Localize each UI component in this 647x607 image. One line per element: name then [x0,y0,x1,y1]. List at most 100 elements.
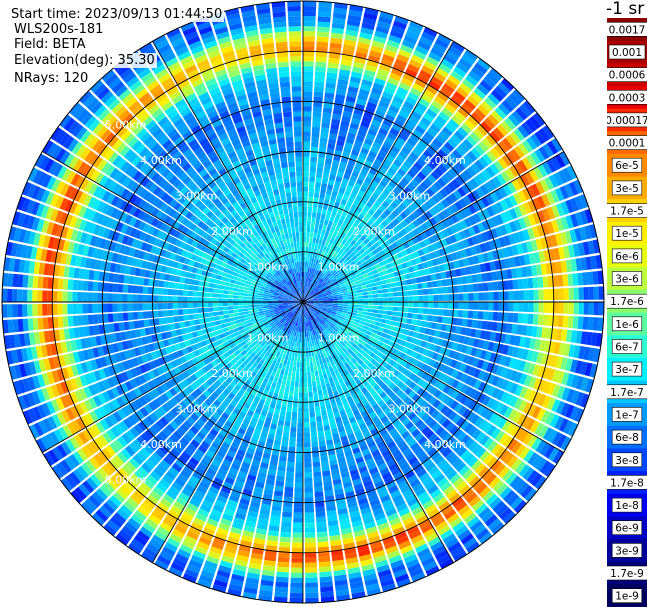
ppi-gate [573,287,579,300]
ppi-gate [312,237,317,243]
ppi-gate [400,128,411,138]
ppi-gate [518,360,526,372]
ppi-gate [275,581,289,588]
ppi-gate [332,292,338,296]
ppi-gate [305,582,318,588]
ppi-gate [372,305,379,310]
ppi-gate [348,219,355,226]
ppi-gate [327,242,333,249]
ppi-gate [356,286,362,291]
ppi-gate [398,328,405,334]
ppi-gate [415,277,422,284]
ppi-gate [362,74,375,82]
ppi-gate [366,59,379,68]
ppi-gate [306,336,310,342]
ppi-gate [305,552,317,558]
ppi-gate [328,248,333,254]
ppi-gate [494,144,505,156]
ppi-gate [282,431,290,437]
ppi-gate [382,141,393,150]
ppi-gate [315,269,319,276]
ppi-gate [524,171,535,185]
ppi-gate [458,198,468,208]
ppi-gate [352,296,359,299]
ppi-gate [279,389,285,396]
ppi-gate [361,288,368,293]
ppi-gate [311,257,315,264]
ppi-gate [518,255,526,266]
ppi-gate [304,292,306,298]
ppi-gate [432,287,439,295]
ppi-gate [532,314,539,325]
ppi-gate [410,165,420,175]
ppi-gate [303,76,313,82]
ppi-gate [495,214,504,225]
ppi-gate [324,264,330,270]
ppi-gate [497,281,504,291]
ppi-gate [347,258,354,264]
ppi-gate [321,256,326,262]
ppi-gate [447,74,461,86]
ppi-gate [303,352,306,358]
ppi-gate [465,74,479,87]
ppi-gate [318,11,332,18]
ppi-gate [342,276,348,282]
ppi-gate [555,154,566,168]
ppi-gate [449,234,458,244]
ppi-gate [409,21,424,31]
ppi-gate [279,541,291,548]
ppi-gate [438,130,450,141]
ppi-gate [382,306,389,311]
ppi-gate [337,305,343,308]
ppi-gate [335,213,342,220]
ppi-gate [303,367,307,373]
ppi-gate [519,103,532,118]
ppi-gate [513,219,522,231]
ppi-gate [526,350,534,362]
ppi-gate [344,142,353,149]
ppi-gate [478,302,484,310]
ppi-gate [391,316,398,322]
ppi-gate [369,167,378,176]
ppi-gate [279,536,291,543]
ppi-gate [414,78,427,89]
ppi-gate [423,150,433,160]
ppi-gate [340,199,348,206]
ppi-gate [471,190,481,201]
ppi-gate [349,76,361,84]
ppi-gate [361,115,372,124]
ppi-gate [309,356,313,362]
ppi-gate [312,360,317,367]
ppi-gate [337,307,343,310]
ppi-gate [366,312,373,317]
ppi-gate [450,214,459,224]
ppi-gate [475,187,485,198]
ppi-gate [339,125,349,132]
ppi-gate [444,156,455,167]
ppi-gate [487,114,500,126]
ppi-gate [374,277,381,282]
ppi-gate [486,72,500,85]
ppi-gate [391,241,399,249]
ppi-gate [462,310,469,318]
ppi-gate [334,259,340,265]
ppi-gate [543,289,549,301]
ppi-gate [314,253,319,259]
ppi-gate [367,305,374,309]
ppi-gate [337,192,344,199]
ppi-gate [320,591,334,598]
ppi-gate [451,277,458,286]
ppi-gate [367,291,373,295]
ppi-gate [392,292,399,297]
ppi-gate [324,92,335,99]
ppi-gate [528,169,539,182]
ppi-gate [575,376,585,390]
ppi-gate [452,164,462,175]
ppi-gate [298,402,303,408]
ppi-gate [295,346,299,352]
ppi-gate [316,531,328,538]
ppi-gate [334,273,340,279]
ppi-gate [512,89,526,103]
ppi-gate [478,156,489,168]
ppi-gate [495,226,503,237]
